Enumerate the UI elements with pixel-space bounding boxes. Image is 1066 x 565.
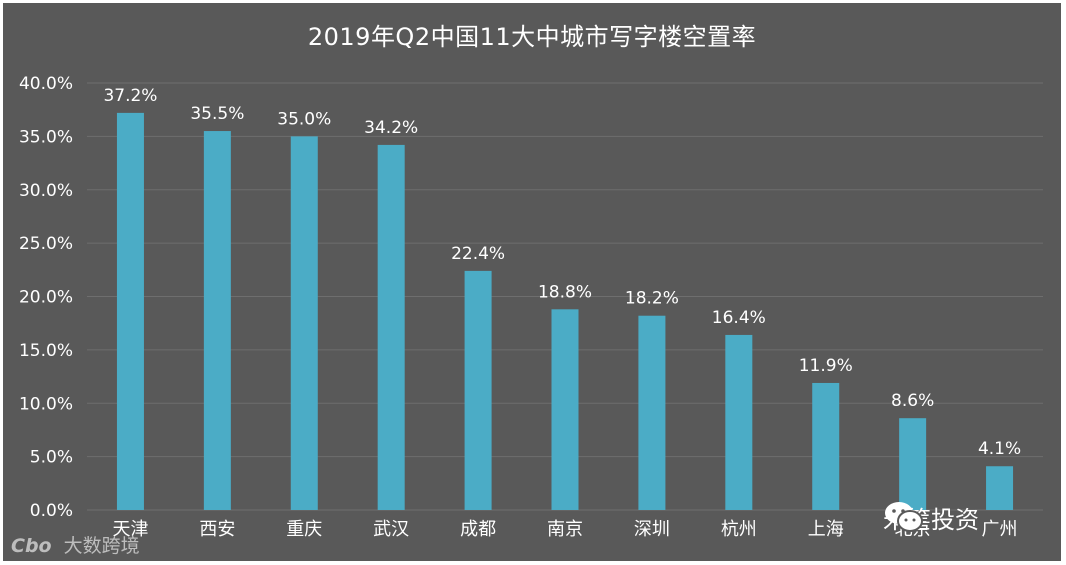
y-tick-label: 35.0%	[19, 127, 73, 147]
chart-title: 2019年Q2中国11大中城市写字楼空置率	[307, 23, 757, 51]
x-category-label: 南京	[547, 519, 583, 540]
watermark-left-text: 大数跨境	[63, 535, 140, 557]
watermark-logo: Cbo	[11, 535, 52, 557]
wechat-icon	[885, 502, 923, 532]
data-label: 35.0%	[277, 109, 331, 129]
chart-frame: 2019年Q2中国11大中城市写字楼空置率 0.0% 5.0% 10.0% 15.0%…	[3, 3, 1061, 561]
x-category-label: 重庆	[286, 519, 322, 540]
x-category-label: 深圳	[634, 519, 670, 540]
y-tick-label: 15.0%	[19, 341, 73, 361]
x-category-label: 杭州	[721, 519, 757, 540]
data-label: 34.2%	[364, 118, 418, 138]
data-label: 18.8%	[538, 282, 592, 302]
y-tick-label: 20.0%	[19, 288, 73, 308]
data-label: 4.1%	[978, 439, 1021, 459]
bar	[290, 136, 318, 510]
data-label: 18.2%	[625, 289, 679, 309]
y-tick-label: 0.0%	[30, 501, 73, 521]
watermark-left: Cbo 大数跨境	[11, 531, 140, 558]
bar	[464, 270, 492, 510]
x-category-label: 成都	[460, 519, 496, 540]
bar	[377, 144, 405, 511]
y-tick-label: 10.0%	[19, 394, 73, 414]
data-label: 35.5%	[190, 104, 244, 124]
y-tick-label: 5.0%	[30, 448, 73, 468]
x-category-label: 武汉	[373, 519, 409, 540]
x-category-label: 西安	[199, 519, 235, 540]
y-tick-label: 25.0%	[19, 234, 73, 254]
data-label: 8.6%	[891, 391, 934, 411]
bar	[203, 131, 231, 510]
x-category-label: 天津	[112, 519, 148, 540]
bar	[986, 466, 1014, 510]
data-label: 16.4%	[712, 308, 766, 328]
y-tick-label: 30.0%	[19, 181, 73, 201]
bar	[725, 334, 753, 510]
x-category-label: 广州	[982, 519, 1018, 540]
data-label: 37.2%	[103, 86, 157, 106]
bar	[899, 418, 927, 510]
bar	[812, 382, 840, 510]
watermark-right: 米筐投资	[883, 500, 979, 535]
data-label: 11.9%	[799, 356, 853, 376]
bar	[638, 315, 666, 510]
chart-plot: 0.0% 5.0% 10.0% 15.0% 20.0% 25.0% 30.0% 35.0% 40…	[19, 74, 1043, 540]
y-tick-label: 40.0%	[19, 74, 73, 94]
bar	[116, 112, 144, 510]
x-category-label: 上海	[808, 519, 844, 540]
data-label: 22.4%	[451, 244, 505, 264]
bar	[551, 309, 579, 510]
